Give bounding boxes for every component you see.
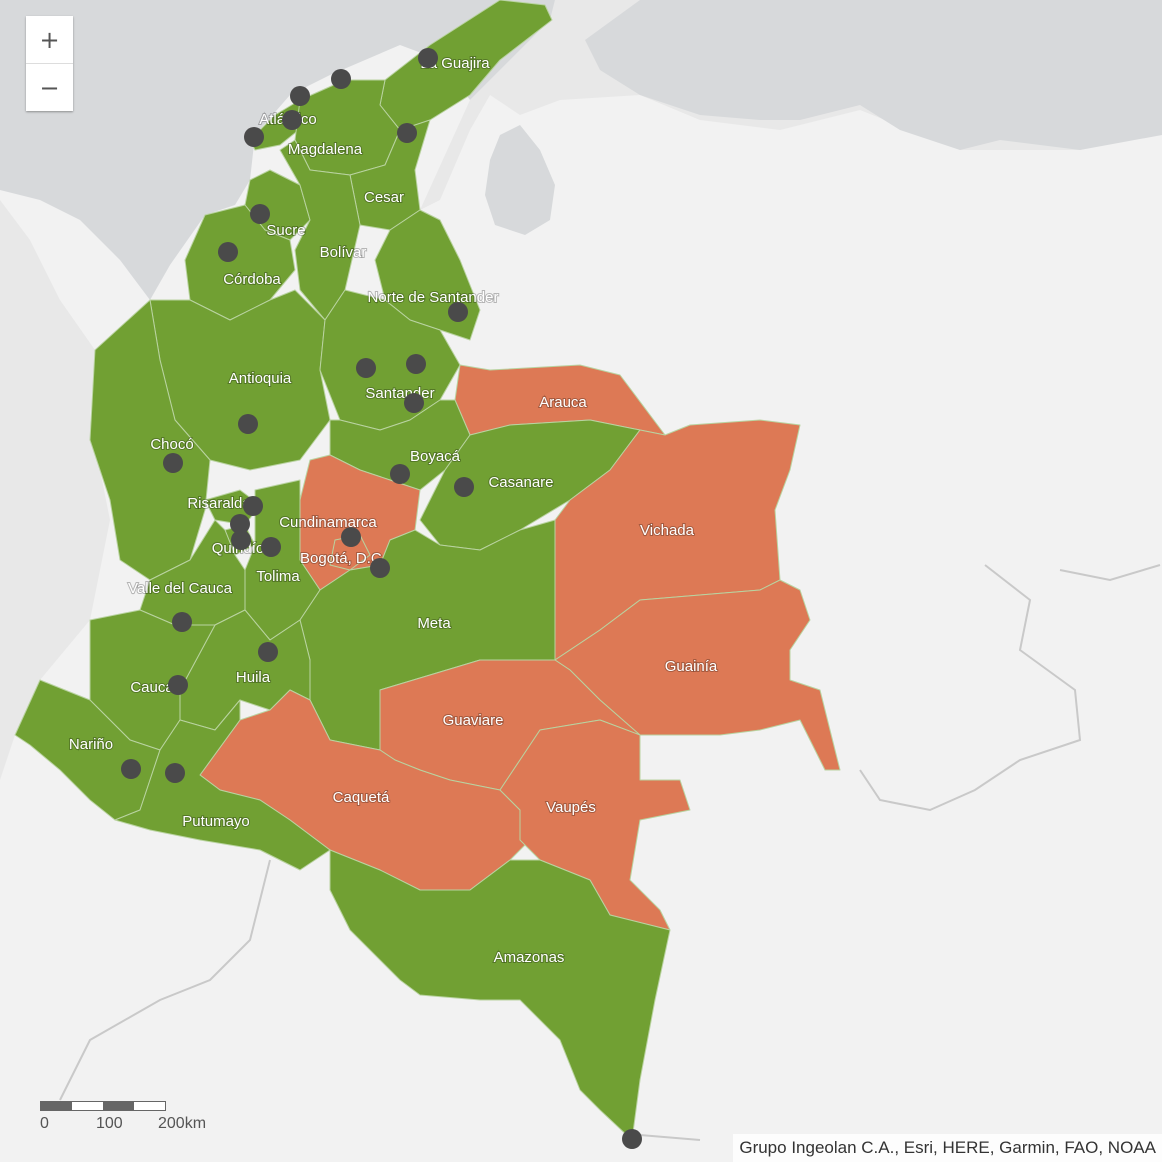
caribbean-sea (585, 0, 1162, 150)
location-marker[interactable] (397, 123, 417, 143)
gulf-uraba (0, 0, 555, 300)
region-label-cesar: Cesar (364, 189, 404, 206)
region-label-caqueta: Caquetá (333, 789, 390, 806)
location-marker[interactable] (250, 204, 270, 224)
region-putumayo[interactable] (114, 699, 331, 871)
scale-bar-graphic (40, 1101, 166, 1111)
location-marker[interactable] (261, 537, 281, 557)
region-choco[interactable] (89, 299, 211, 581)
country-border-south (59, 859, 701, 1141)
region-label-guainia: Guainía (665, 658, 718, 675)
location-marker[interactable] (390, 464, 410, 484)
location-marker[interactable] (454, 477, 474, 497)
location-marker[interactable] (341, 527, 361, 547)
lake-maracaibo (485, 125, 555, 235)
zoom-out-button[interactable]: − (26, 63, 73, 111)
region-label-guaviare: Guaviare (443, 712, 504, 729)
region-label-casanare: Casanare (488, 474, 553, 491)
region-label-cauca: Cauca (130, 679, 174, 696)
region-label-putumayo: Putumayo (182, 813, 250, 830)
location-marker[interactable] (404, 393, 424, 413)
region-label-vaupes: Vaupés (546, 799, 596, 816)
location-marker[interactable] (163, 453, 183, 473)
location-marker[interactable] (165, 763, 185, 783)
location-marker[interactable] (243, 496, 263, 516)
location-marker[interactable] (448, 302, 468, 322)
region-label-risaralda: Risaralda (187, 495, 251, 512)
country-border (859, 564, 1161, 812)
location-marker[interactable] (218, 242, 238, 262)
region-label-vichada: Vichada (640, 522, 695, 539)
region-label-bogota-d-c: Bogotá, D.C. (300, 550, 386, 567)
scale-label-0: 0 (40, 1115, 49, 1132)
location-marker[interactable] (406, 354, 426, 374)
region-label-bolivar: Bolívar (320, 244, 367, 261)
location-marker[interactable] (370, 558, 390, 578)
location-marker[interactable] (258, 642, 278, 662)
scale-label-100: 100 (96, 1115, 123, 1132)
zoom-in-button[interactable]: + (39, 25, 60, 54)
region-label-magdalena: Magdalena (288, 141, 363, 158)
region-label-valle-del-cauca: Valle del Cauca (128, 580, 233, 597)
location-marker[interactable] (121, 759, 141, 779)
location-marker[interactable] (244, 127, 264, 147)
location-marker[interactable] (238, 414, 258, 434)
location-marker[interactable] (331, 69, 351, 89)
region-label-norte-de-santander: Norte de Santander (368, 289, 499, 306)
region-label-cordoba: Córdoba (223, 271, 281, 288)
region-label-huila: Huila (236, 669, 271, 686)
region-label-arauca: Arauca (539, 394, 587, 411)
region-label-tolima: Tolima (256, 568, 300, 585)
region-label-meta: Meta (417, 615, 451, 632)
location-marker[interactable] (230, 514, 250, 534)
region-label-choco: Chocó (150, 436, 193, 453)
region-label-narino: Nariño (69, 736, 113, 753)
location-marker[interactable] (282, 110, 302, 130)
location-marker[interactable] (418, 48, 438, 68)
scale-label-200: 200km (158, 1115, 207, 1132)
region-vaupes[interactable] (499, 719, 691, 931)
markers-layer (121, 48, 642, 1149)
region-label-antioquia: Antioquia (229, 370, 292, 387)
region-casanare[interactable] (419, 419, 641, 551)
region-santander[interactable] (319, 289, 461, 431)
location-marker[interactable] (231, 530, 251, 550)
region-label-sucre: Sucre (266, 222, 305, 239)
map-attribution[interactable]: Grupo Ingeolan C.A., Esri, HERE, Garmin,… (733, 1134, 1162, 1162)
location-marker[interactable] (172, 612, 192, 632)
location-marker[interactable] (168, 675, 188, 695)
region-bolivar[interactable] (279, 139, 361, 321)
region-label-boyaca: Boyacá (410, 448, 461, 465)
zoom-control: + − (26, 16, 73, 111)
location-marker[interactable] (290, 86, 310, 106)
region-label-amazonas: Amazonas (494, 949, 565, 966)
location-marker[interactable] (356, 358, 376, 378)
region-label-santander: Santander (365, 385, 434, 402)
region-labels-layer: La GuajiraAtlánticoMagdalenaCesarSucreBo… (68, 54, 719, 967)
region-label-cundinamarca: Cundinamarca (279, 514, 377, 531)
location-marker[interactable] (622, 1129, 642, 1149)
scale-bar: 0 100 200km (40, 1101, 240, 1132)
